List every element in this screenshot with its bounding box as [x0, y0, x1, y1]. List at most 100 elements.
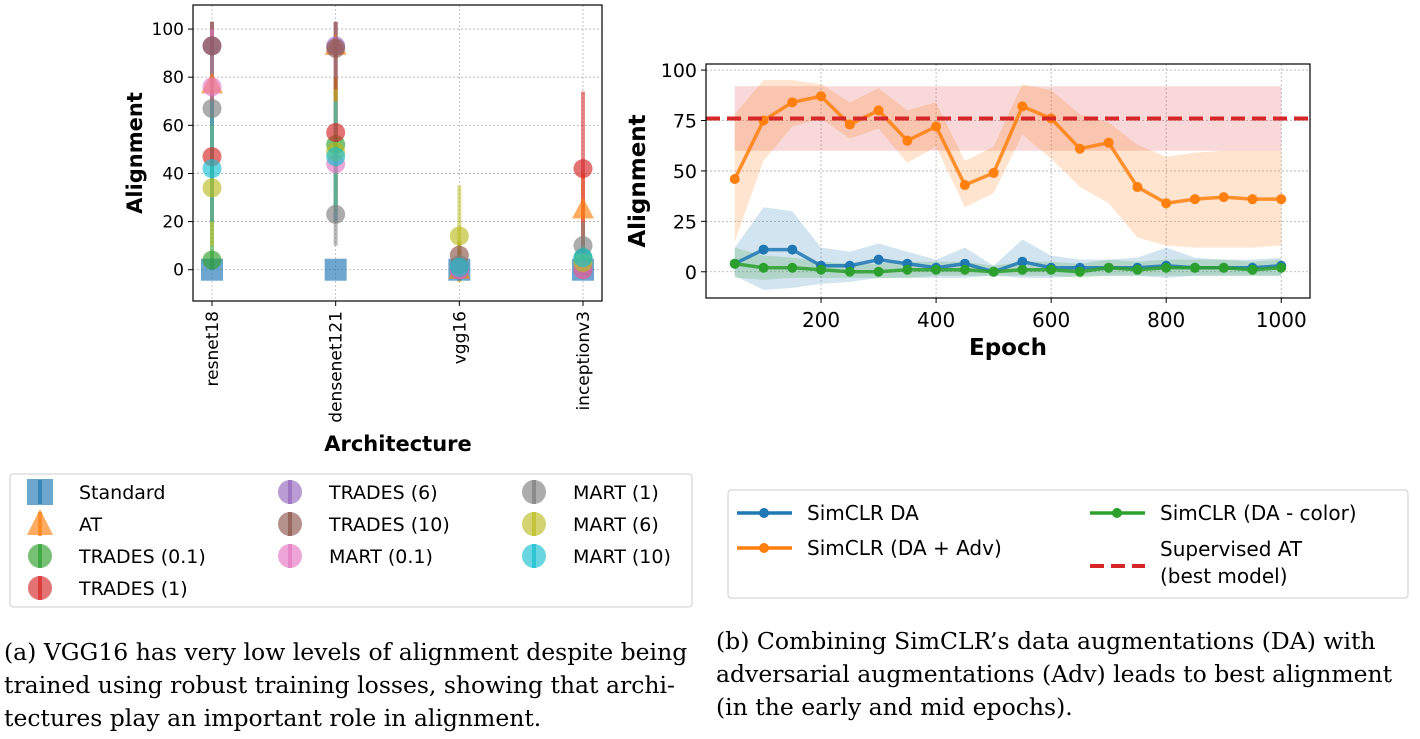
data-point	[1132, 182, 1143, 193]
legend-label: TRADES (1)	[78, 578, 188, 600]
data-point-square	[324, 258, 347, 281]
caption-a-line: trained using robust training losses, sh…	[4, 671, 675, 699]
legend-marker	[759, 543, 769, 553]
data-point	[1218, 262, 1229, 273]
legend-label: (best model)	[1160, 564, 1288, 588]
data-point	[1276, 262, 1287, 273]
data-point	[729, 173, 740, 184]
tick-label-x: 400	[917, 308, 955, 332]
caption-b: (b) Combining SimCLR’s data augmentation…	[716, 625, 1420, 724]
caption-b-line: (b) Combining SimCLR’s data augmentation…	[716, 627, 1376, 655]
data-point	[902, 264, 913, 275]
legend-box	[9, 473, 693, 608]
data-point	[1103, 137, 1114, 148]
data-point-circle	[202, 159, 222, 179]
legend-label: MART (10)	[573, 546, 671, 568]
data-point	[816, 264, 827, 275]
x-axis-label: Architecture	[324, 432, 472, 456]
data-point	[1161, 198, 1172, 209]
data-point-circle	[326, 147, 346, 167]
tick-label-x: 200	[802, 308, 840, 332]
tick-label-y: 0	[173, 261, 184, 281]
data-point	[959, 264, 970, 275]
legend-label: Supervised AT	[1160, 537, 1303, 561]
data-point	[873, 266, 884, 277]
tick-label-y: 0	[685, 262, 697, 284]
data-point-triangle	[572, 197, 594, 219]
legend-label: SimCLR (DA - color)	[1160, 501, 1357, 525]
legend-label: TRADES (0.1)	[78, 546, 206, 568]
data-point	[1074, 143, 1085, 154]
tick-label-x: 1000	[1256, 308, 1307, 332]
data-point	[758, 262, 769, 273]
data-point	[1132, 264, 1143, 275]
caption-a-line: (a) VGG16 has very low levels of alignme…	[4, 638, 688, 666]
data-point	[787, 244, 798, 255]
data-point-circle	[326, 38, 346, 58]
tick-label-x: vgg16	[450, 311, 470, 364]
data-point	[844, 266, 855, 277]
data-point	[902, 135, 913, 146]
tick-label-y: 100	[661, 60, 697, 82]
legend-marker	[759, 508, 769, 518]
caption-b-line: adversarial augmentations (Adv) leads to…	[716, 660, 1393, 688]
tick-label-x: 800	[1147, 308, 1185, 332]
data-point-circle	[202, 36, 222, 56]
data-point	[1276, 194, 1287, 205]
legend-label: SimCLR DA	[807, 501, 919, 525]
tick-label-x: inceptionv3	[574, 311, 594, 411]
data-point-circle	[326, 123, 346, 143]
caption-a: (a) VGG16 has very low levels of alignme…	[4, 636, 704, 735]
tick-label-y: 80	[162, 68, 184, 88]
tick-label-y: 100	[152, 20, 184, 40]
data-point	[844, 119, 855, 130]
legend-label: MART (0.1)	[329, 546, 433, 568]
data-point	[1017, 101, 1028, 112]
tick-label-x: densenet121	[327, 311, 347, 423]
data-point	[787, 97, 798, 108]
tick-label-y: 60	[162, 116, 184, 136]
plot-frame	[705, 63, 1311, 299]
data-point	[988, 266, 999, 277]
data-point-circle	[449, 257, 469, 277]
legend-label: SimCLR (DA + Adv)	[807, 536, 1002, 560]
data-point	[1074, 266, 1085, 277]
data-point-circle	[202, 98, 222, 118]
legend-label: MART (1)	[573, 482, 659, 504]
data-point	[758, 244, 769, 255]
data-point	[1218, 192, 1229, 203]
data-point-circle	[326, 204, 346, 224]
data-point-circle	[573, 248, 593, 268]
data-point	[729, 258, 740, 269]
y-axis-label: Alignment	[625, 114, 651, 247]
data-point	[988, 167, 999, 178]
data-point	[787, 262, 798, 273]
data-point-circle	[202, 178, 222, 198]
legend-label: AT	[79, 514, 103, 536]
tick-label-y: 20	[162, 213, 184, 233]
data-point	[1046, 264, 1057, 275]
data-point	[931, 121, 942, 132]
data-point-circle	[202, 250, 222, 270]
data-point	[1017, 256, 1028, 267]
data-point-circle	[202, 77, 222, 97]
data-point	[1189, 194, 1200, 205]
data-point	[816, 91, 827, 102]
data-point	[873, 254, 884, 265]
tick-label-y: 40	[162, 164, 184, 184]
data-point	[1017, 264, 1028, 275]
y-axis-label: Alignment	[123, 92, 147, 214]
caption-b-line: (in the early and mid epochs).	[716, 693, 1073, 721]
data-point	[873, 105, 884, 116]
data-point-circle	[573, 159, 593, 179]
tick-label-y: 75	[673, 110, 697, 132]
legend-box	[727, 489, 1409, 599]
data-point	[959, 180, 970, 191]
data-point	[1247, 194, 1258, 205]
tick-label-x: 600	[1032, 308, 1070, 332]
plot-frame	[192, 4, 603, 302]
data-point	[1103, 262, 1114, 273]
data-point	[1189, 262, 1200, 273]
tick-label-y: 50	[673, 161, 697, 183]
